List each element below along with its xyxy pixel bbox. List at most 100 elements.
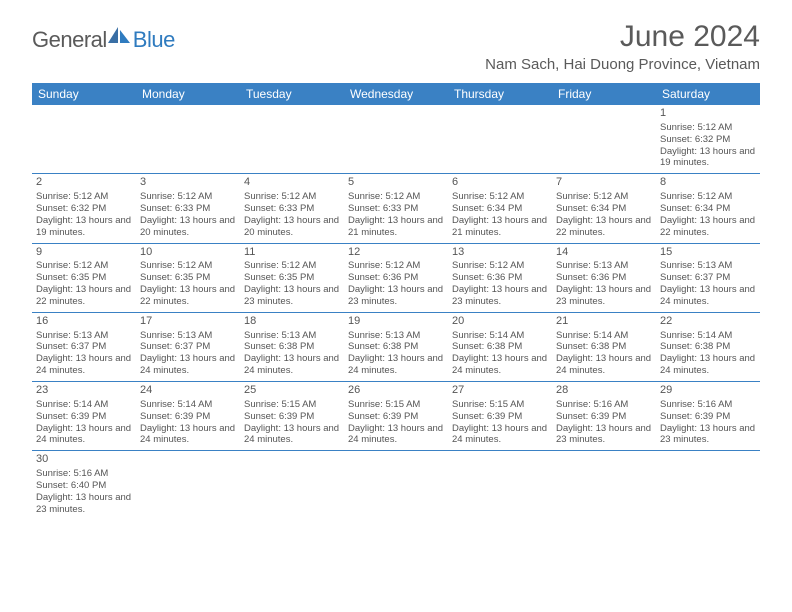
sunset-line: Sunset: 6:37 PM <box>660 272 756 284</box>
sunrise-line: Sunrise: 5:12 AM <box>660 122 756 134</box>
sunrise-line: Sunrise: 5:14 AM <box>140 399 236 411</box>
sunset-line: Sunset: 6:39 PM <box>556 411 652 423</box>
sunrise-line: Sunrise: 5:14 AM <box>452 330 548 342</box>
sunset-line: Sunset: 6:38 PM <box>452 341 548 353</box>
day-cell: 27Sunrise: 5:15 AMSunset: 6:39 PMDayligh… <box>448 382 552 450</box>
day-number: 8 <box>660 176 756 190</box>
sunset-line: Sunset: 6:39 PM <box>244 411 340 423</box>
dow-cell: Friday <box>552 83 656 105</box>
sunset-line: Sunset: 6:38 PM <box>556 341 652 353</box>
sunrise-line: Sunrise: 5:14 AM <box>36 399 132 411</box>
sunrise-line: Sunrise: 5:15 AM <box>244 399 340 411</box>
daylight-line: Daylight: 13 hours and 23 minutes. <box>556 284 652 308</box>
sunset-line: Sunset: 6:35 PM <box>140 272 236 284</box>
day-cell: 28Sunrise: 5:16 AMSunset: 6:39 PMDayligh… <box>552 382 656 450</box>
sunset-line: Sunset: 6:32 PM <box>36 203 132 215</box>
daylight-line: Daylight: 13 hours and 24 minutes. <box>660 353 756 377</box>
day-cell: 16Sunrise: 5:13 AMSunset: 6:37 PMDayligh… <box>32 313 136 381</box>
sunrise-line: Sunrise: 5:16 AM <box>556 399 652 411</box>
sunset-line: Sunset: 6:36 PM <box>348 272 444 284</box>
day-cell <box>344 105 448 173</box>
day-number: 7 <box>556 176 652 190</box>
sunset-line: Sunset: 6:33 PM <box>244 203 340 215</box>
sunrise-line: Sunrise: 5:12 AM <box>244 260 340 272</box>
day-cell <box>448 105 552 173</box>
sunrise-line: Sunrise: 5:12 AM <box>140 260 236 272</box>
sunset-line: Sunset: 6:36 PM <box>452 272 548 284</box>
daylight-line: Daylight: 13 hours and 24 minutes. <box>660 284 756 308</box>
daylight-line: Daylight: 13 hours and 24 minutes. <box>452 423 548 447</box>
day-number: 10 <box>140 246 236 260</box>
sunrise-line: Sunrise: 5:12 AM <box>452 191 548 203</box>
sunrise-line: Sunrise: 5:13 AM <box>348 330 444 342</box>
week-row: 9Sunrise: 5:12 AMSunset: 6:35 PMDaylight… <box>32 244 760 313</box>
daylight-line: Daylight: 13 hours and 24 minutes. <box>556 353 652 377</box>
day-cell <box>240 451 344 519</box>
day-cell: 14Sunrise: 5:13 AMSunset: 6:36 PMDayligh… <box>552 244 656 312</box>
day-number: 22 <box>660 315 756 329</box>
day-cell: 15Sunrise: 5:13 AMSunset: 6:37 PMDayligh… <box>656 244 760 312</box>
day-number: 4 <box>244 176 340 190</box>
day-cell <box>656 451 760 519</box>
logo-sail-icon <box>107 26 131 44</box>
daylight-line: Daylight: 13 hours and 20 minutes. <box>140 215 236 239</box>
day-number: 19 <box>348 315 444 329</box>
sunrise-line: Sunrise: 5:13 AM <box>660 260 756 272</box>
logo-text-blue: Blue <box>133 27 175 53</box>
logo-text-general: General <box>32 27 107 53</box>
day-cell: 2Sunrise: 5:12 AMSunset: 6:32 PMDaylight… <box>32 174 136 242</box>
day-cell: 8Sunrise: 5:12 AMSunset: 6:34 PMDaylight… <box>656 174 760 242</box>
sunrise-line: Sunrise: 5:13 AM <box>140 330 236 342</box>
week-row: 30Sunrise: 5:16 AMSunset: 6:40 PMDayligh… <box>32 451 760 519</box>
day-number: 16 <box>36 315 132 329</box>
day-cell: 3Sunrise: 5:12 AMSunset: 6:33 PMDaylight… <box>136 174 240 242</box>
day-cell: 30Sunrise: 5:16 AMSunset: 6:40 PMDayligh… <box>32 451 136 519</box>
daylight-line: Daylight: 13 hours and 24 minutes. <box>452 353 548 377</box>
daylight-line: Daylight: 13 hours and 24 minutes. <box>244 353 340 377</box>
daylight-line: Daylight: 13 hours and 19 minutes. <box>36 215 132 239</box>
sunset-line: Sunset: 6:34 PM <box>556 203 652 215</box>
day-cell: 6Sunrise: 5:12 AMSunset: 6:34 PMDaylight… <box>448 174 552 242</box>
day-number: 1 <box>660 107 756 121</box>
day-cell: 22Sunrise: 5:14 AMSunset: 6:38 PMDayligh… <box>656 313 760 381</box>
dow-row: SundayMondayTuesdayWednesdayThursdayFrid… <box>32 83 760 105</box>
daylight-line: Daylight: 13 hours and 22 minutes. <box>660 215 756 239</box>
week-row: 1Sunrise: 5:12 AMSunset: 6:32 PMDaylight… <box>32 105 760 174</box>
day-number: 28 <box>556 384 652 398</box>
sunrise-line: Sunrise: 5:12 AM <box>244 191 340 203</box>
sunrise-line: Sunrise: 5:15 AM <box>348 399 444 411</box>
daylight-line: Daylight: 13 hours and 24 minutes. <box>348 353 444 377</box>
day-cell: 9Sunrise: 5:12 AMSunset: 6:35 PMDaylight… <box>32 244 136 312</box>
sunrise-line: Sunrise: 5:13 AM <box>36 330 132 342</box>
sunset-line: Sunset: 6:39 PM <box>452 411 548 423</box>
sunset-line: Sunset: 6:34 PM <box>660 203 756 215</box>
day-number: 23 <box>36 384 132 398</box>
sunset-line: Sunset: 6:37 PM <box>140 341 236 353</box>
sunset-line: Sunset: 6:36 PM <box>556 272 652 284</box>
daylight-line: Daylight: 13 hours and 24 minutes. <box>348 423 444 447</box>
day-cell: 19Sunrise: 5:13 AMSunset: 6:38 PMDayligh… <box>344 313 448 381</box>
daylight-line: Daylight: 13 hours and 23 minutes. <box>452 284 548 308</box>
sunrise-line: Sunrise: 5:12 AM <box>140 191 236 203</box>
day-number: 17 <box>140 315 236 329</box>
sunrise-line: Sunrise: 5:14 AM <box>660 330 756 342</box>
daylight-line: Daylight: 13 hours and 22 minutes. <box>36 284 132 308</box>
day-cell: 7Sunrise: 5:12 AMSunset: 6:34 PMDaylight… <box>552 174 656 242</box>
logo: General Blue <box>32 26 175 54</box>
dow-cell: Tuesday <box>240 83 344 105</box>
day-number: 25 <box>244 384 340 398</box>
dow-cell: Saturday <box>656 83 760 105</box>
day-cell: 4Sunrise: 5:12 AMSunset: 6:33 PMDaylight… <box>240 174 344 242</box>
week-row: 2Sunrise: 5:12 AMSunset: 6:32 PMDaylight… <box>32 174 760 243</box>
sunset-line: Sunset: 6:40 PM <box>36 480 132 492</box>
day-cell: 26Sunrise: 5:15 AMSunset: 6:39 PMDayligh… <box>344 382 448 450</box>
day-cell: 20Sunrise: 5:14 AMSunset: 6:38 PMDayligh… <box>448 313 552 381</box>
day-cell: 21Sunrise: 5:14 AMSunset: 6:38 PMDayligh… <box>552 313 656 381</box>
sunrise-line: Sunrise: 5:16 AM <box>660 399 756 411</box>
daylight-line: Daylight: 13 hours and 24 minutes. <box>140 353 236 377</box>
daylight-line: Daylight: 13 hours and 22 minutes. <box>140 284 236 308</box>
sunrise-line: Sunrise: 5:14 AM <box>556 330 652 342</box>
day-number: 6 <box>452 176 548 190</box>
sunrise-line: Sunrise: 5:16 AM <box>36 468 132 480</box>
day-cell: 11Sunrise: 5:12 AMSunset: 6:35 PMDayligh… <box>240 244 344 312</box>
